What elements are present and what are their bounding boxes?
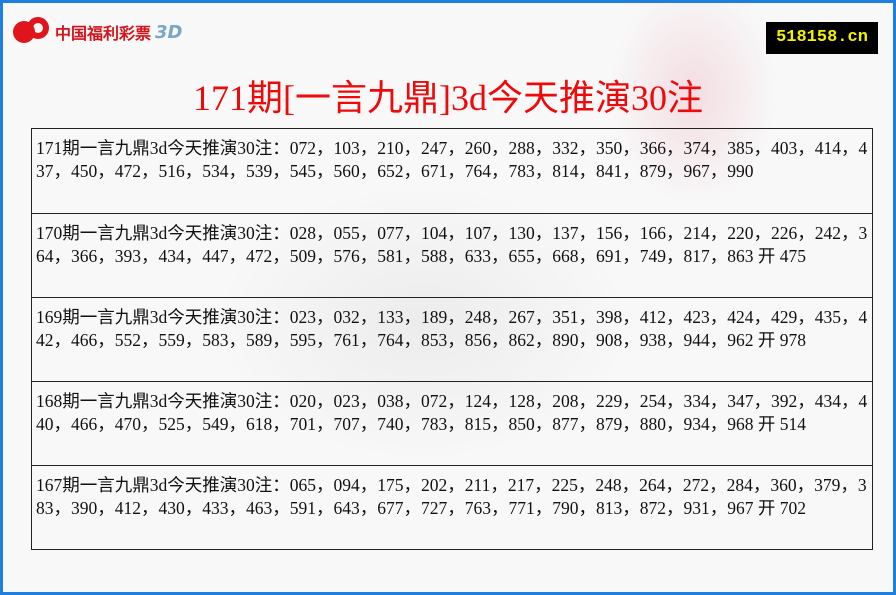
- logo-3d: 3D: [155, 21, 183, 43]
- site-badge: 518158.cn: [766, 22, 878, 54]
- prediction-table: 171期一言九鼎3d今天推演30注：072，103，210，247，260，28…: [31, 128, 873, 550]
- table-row: 170期一言九鼎3d今天推演30注：028，055，077，104，107，13…: [32, 213, 872, 297]
- lottery-logo: 中国福利彩票 3D: [13, 15, 182, 49]
- table-row: 168期一言九鼎3d今天推演30注：020，023，038，072，124，12…: [32, 381, 872, 465]
- welfare-lottery-logo-icon: [13, 15, 51, 49]
- page-title: 171期[一言九鼎]3d今天推演30注: [193, 78, 703, 118]
- table-row: 171期一言九鼎3d今天推演30注：072，103，210，247，260，28…: [36, 138, 868, 181]
- table-row: 169期一言九鼎3d今天推演30注：023，032，133，189，248，26…: [32, 297, 872, 381]
- logo-text: 中国福利彩票: [55, 24, 152, 43]
- table-row: 167期一言九鼎3d今天推演30注：065，094，175，202，211，21…: [32, 465, 872, 549]
